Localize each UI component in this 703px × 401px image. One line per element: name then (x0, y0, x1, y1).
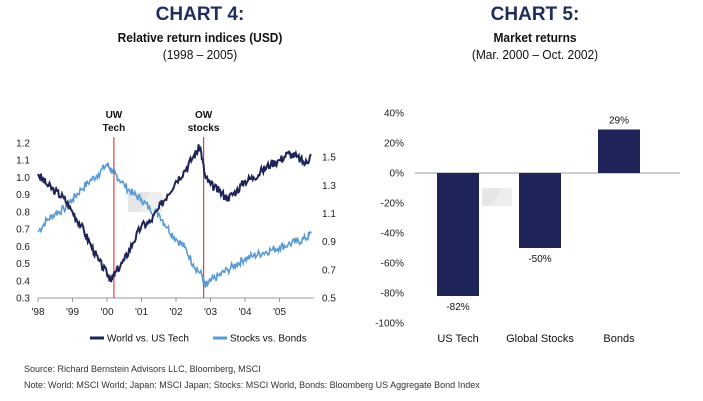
chart4-x-tick-label: '00 (100, 307, 113, 318)
chart4-marker-label: UW (106, 110, 123, 121)
index-note: Note: World: MSCI World; Japan: MSCI Jap… (24, 380, 480, 390)
legend-label-stocks-vs-bonds: Stocks vs. Bonds (230, 334, 307, 345)
chart5-y-tick-label: -60% (381, 259, 404, 270)
chart5-data-label: 29% (609, 116, 629, 127)
chart4-left-tick-label: 0.6 (16, 242, 30, 253)
chart5-bar (437, 173, 479, 296)
chart5-data-label: -82% (446, 302, 469, 313)
chart5-y-tick-label: 40% (384, 109, 404, 120)
chart4-right-tick-label: 1.5 (322, 153, 336, 164)
chart5-bar-chart: 40% 20% 0% -20% -40% -60% -80% -100% -82% US Tec… (375, 109, 680, 345)
rba-watermark (128, 192, 162, 212)
chart4-right-tick-label: 0.7 (322, 265, 336, 276)
legend-label-world-vs-us-tech: World vs. US Tech (107, 334, 189, 345)
chart5-category-label: Global Stocks (506, 333, 574, 345)
chart4-left-tick-label: 0.8 (16, 207, 30, 218)
chart5-bar (598, 129, 640, 173)
chart4-x-tick-label: '99 (66, 307, 79, 318)
chart4-right-tick-label: 0.5 (322, 294, 336, 305)
chart4-left-tick-label: 1.1 (16, 156, 30, 167)
chart4-title: CHART 4: (155, 4, 245, 25)
chart4-right-tick-label: 1.3 (322, 181, 336, 192)
source-note: Source: Richard Bernstein Advisors LLC, … (24, 364, 261, 374)
chart4-subtitle: Relative return indices (USD) (117, 30, 283, 45)
chart4-right-tick-label: 0.9 (322, 237, 336, 248)
chart5-y-tick-label: -80% (381, 289, 404, 300)
chart4-x-tick-label: '04 (238, 307, 251, 318)
chart5-y-tick-label: -100% (375, 319, 404, 330)
chart4-left-tick-label: 0.4 (16, 276, 30, 287)
chart5-data-label: -50% (528, 254, 551, 265)
chart4-x-tick-label: '98 (31, 307, 44, 318)
chart4-marker-label: OW (195, 110, 213, 121)
chart5-y-tick-label: -20% (381, 199, 404, 210)
chart4-left-tick-label: 1.2 (16, 139, 30, 150)
chart4-line-chart: '98 '99 '00 '01 '02 '03 '04 '05 0.3 0.4 0.5 0.6 0.7 0… (16, 110, 336, 345)
series-stocks-vs-bonds-line (37, 162, 312, 288)
chart4-marker-label: Tech (103, 123, 126, 134)
chart4-marker-label: stocks (188, 123, 220, 134)
chart5-y-tick-label: 20% (384, 139, 404, 150)
chart4-x-tick-label: '03 (204, 307, 217, 318)
series-world-vs-us-tech-line (37, 144, 312, 283)
chart4-left-tick-label: 0.5 (16, 259, 30, 270)
chart5-period: (Mar. 2000 – Oct. 2002) (471, 47, 599, 62)
chart4-x-tick-label: '02 (169, 307, 182, 318)
chart5-category-label: Bonds (603, 333, 635, 345)
chart4-left-tick-label: 0.9 (16, 190, 30, 201)
chart5-subtitle: Market returns (493, 30, 577, 45)
rba-watermark-2 (482, 188, 512, 206)
chart4-left-tick-label: 0.3 (16, 294, 30, 305)
chart5-bar (519, 173, 561, 248)
chart4-x-tick-label: '01 (135, 307, 148, 318)
chart5-title: CHART 5: (490, 4, 580, 25)
chart5-y-tick-label: -40% (381, 229, 404, 240)
chart4-period: (1998 – 2005) (162, 47, 238, 62)
chart4-right-tick-label: 1.1 (322, 209, 336, 220)
chart4-left-tick-label: 1.0 (16, 173, 30, 184)
chart4-x-tick-label: '05 (273, 307, 286, 318)
chart4-left-tick-label: 0.7 (16, 225, 30, 236)
chart5-y-tick-label: 0% (390, 169, 405, 180)
chart5-category-label: US Tech (437, 333, 478, 345)
